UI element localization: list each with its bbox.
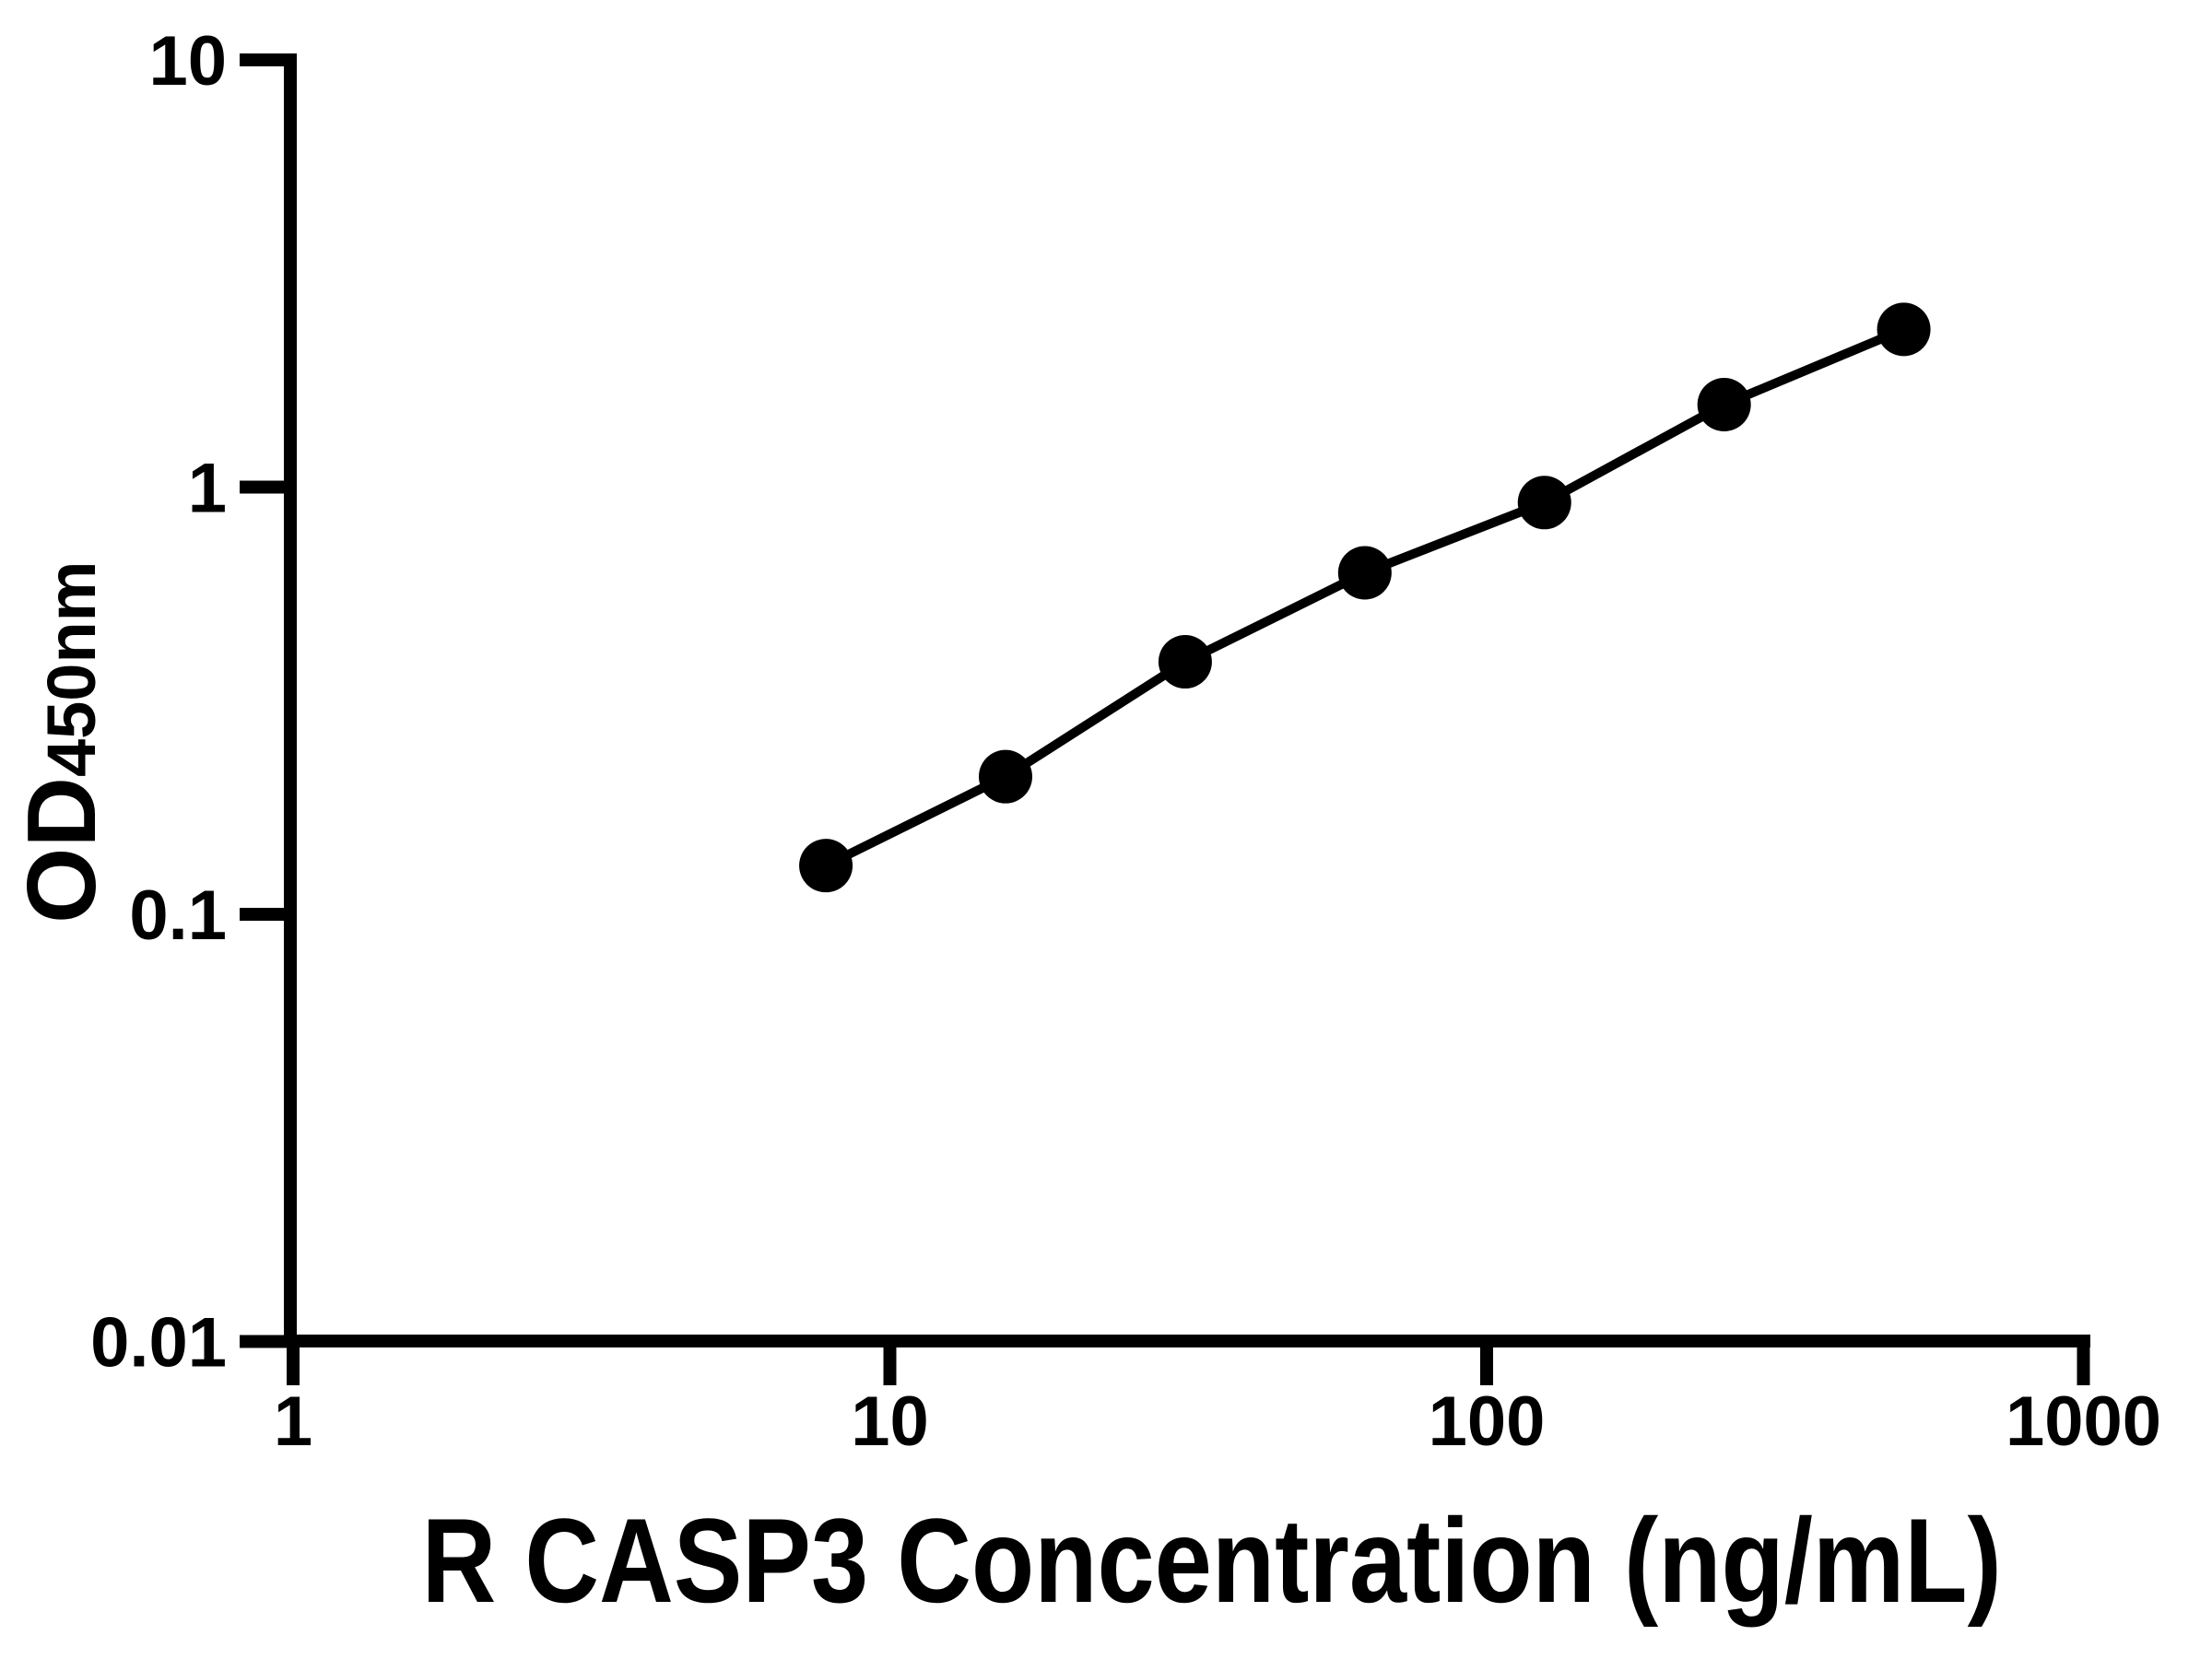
data-point <box>1517 476 1571 530</box>
data-point <box>1158 635 1212 689</box>
x-tick-label: 1000 <box>2006 1382 2161 1461</box>
data-point <box>1337 546 1392 600</box>
y-tick-label: 10 <box>148 22 227 100</box>
y-axis-title-main: OD <box>7 777 116 924</box>
y-tick-label: 1 <box>188 450 227 528</box>
y-axis-title: OD450nm <box>7 560 116 924</box>
data-point <box>978 749 1032 804</box>
data-point <box>1697 377 1751 431</box>
data-point <box>1877 302 1931 357</box>
data-point <box>799 839 853 893</box>
y-tick-label: 0.01 <box>90 1304 227 1382</box>
x-axis-title-wrap: R CASP3 Concentration (ng/mL) <box>293 1500 2084 1620</box>
x-tick-label: 10 <box>851 1382 929 1461</box>
x-axis-title: R CASP3 Concentration (ng/mL) <box>421 1493 2002 1628</box>
y-axis-title-sub: 450nm <box>33 560 110 777</box>
x-tick-label: 100 <box>1429 1382 1546 1461</box>
y-tick-label: 0.1 <box>129 877 227 955</box>
x-tick-label: 1 <box>274 1382 312 1461</box>
